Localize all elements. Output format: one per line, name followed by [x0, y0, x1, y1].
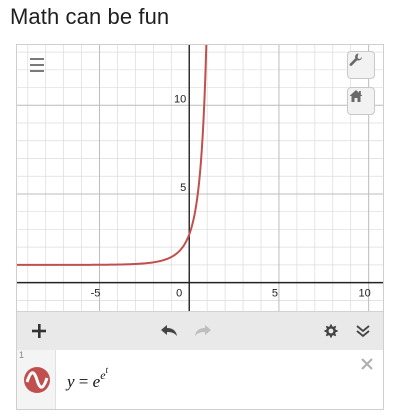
double-chevron-down-icon: [356, 325, 370, 338]
expression-math[interactable]: y = eet: [67, 365, 108, 392]
y-tick-label: 5: [180, 182, 186, 194]
graph-svg: -5 0 5 10 5 10: [17, 45, 383, 311]
menu-button[interactable]: [25, 53, 49, 77]
add-expression-button[interactable]: [25, 312, 53, 350]
x-tick-label: 5: [272, 288, 278, 300]
post-caption: Math can be fun: [10, 4, 170, 29]
x-tick-label: -5: [91, 288, 101, 300]
x-tick-label: 10: [359, 288, 371, 300]
expression-base: e: [92, 372, 101, 391]
gear-icon: [324, 324, 338, 338]
plus-icon: [32, 324, 46, 338]
collapse-list-button[interactable]: [351, 312, 375, 350]
expression-index: 1: [19, 350, 25, 360]
redo-icon: [195, 325, 211, 336]
settings-button[interactable]: [319, 312, 343, 350]
axes: [17, 45, 383, 311]
grid-minor: [17, 45, 383, 311]
expression-gutter: 1: [17, 350, 56, 409]
hamburger-icon-bar: [30, 58, 44, 60]
tick-labels: -5 0 5 10 5 10: [91, 93, 371, 299]
graph-canvas[interactable]: -5 0 5 10 5 10: [17, 45, 383, 311]
x-tick-label: 0: [176, 288, 182, 300]
hamburger-icon-bar: [30, 64, 44, 66]
expression-row[interactable]: 1 y = eet: [17, 350, 383, 409]
hamburger-icon-bar: [30, 70, 44, 72]
home-icon: [349, 90, 363, 102]
y-tick-label: 10: [174, 93, 186, 105]
home-button[interactable]: [347, 87, 375, 115]
expression-lhs: y: [67, 372, 75, 391]
graphing-calculator: -5 0 5 10 5 10: [16, 44, 384, 410]
undo-icon: [161, 325, 177, 336]
expression-toolbar: [17, 311, 383, 351]
curve-color-icon[interactable]: [23, 366, 51, 394]
expression-exponent-exponent: t: [105, 365, 109, 375]
expression-equals: =: [74, 372, 93, 391]
function-curve: [17, 45, 208, 266]
wrench-icon: [349, 53, 362, 66]
graph-settings-button[interactable]: [347, 51, 375, 79]
close-icon[interactable]: [359, 356, 375, 372]
undo-button[interactable]: [155, 312, 183, 350]
expression-exponent-base: e: [100, 368, 106, 382]
redo-button[interactable]: [189, 312, 217, 350]
